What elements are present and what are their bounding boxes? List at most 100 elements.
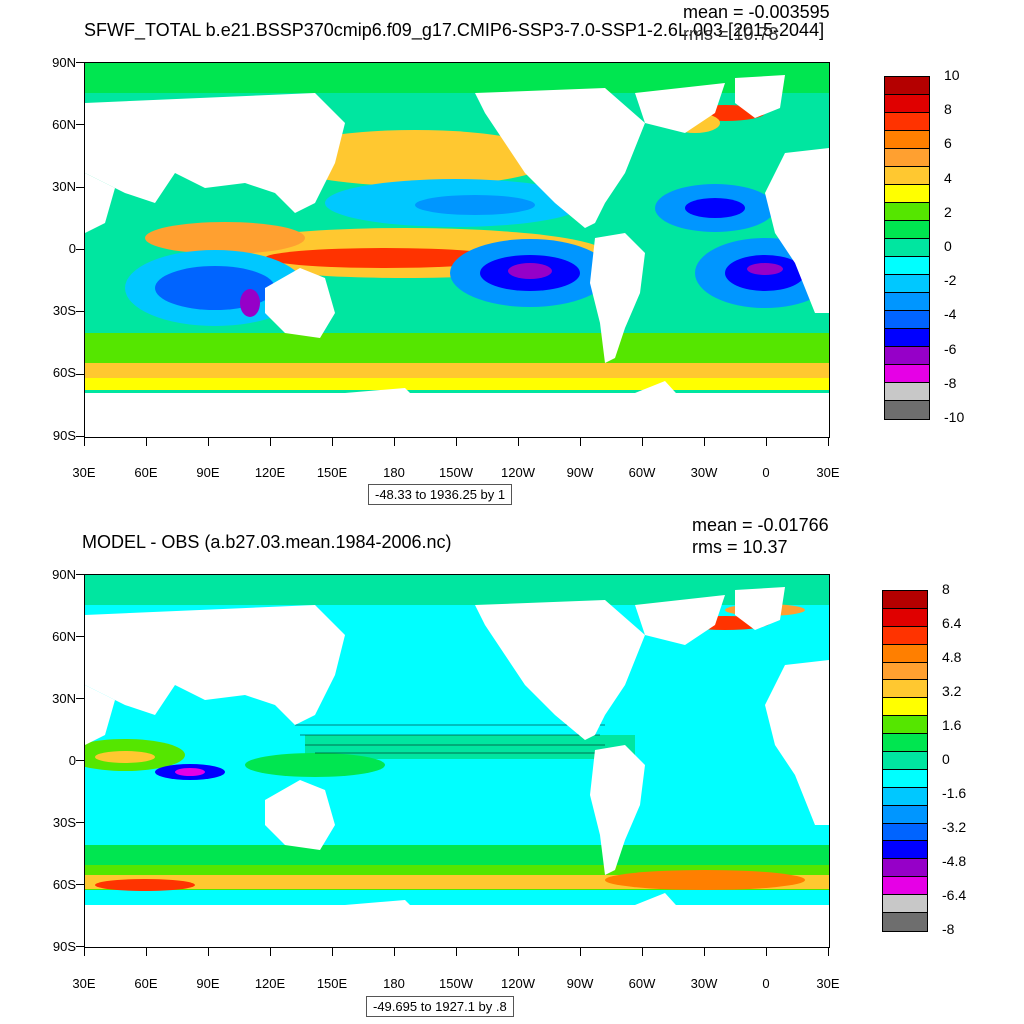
colorbar-label: 0 bbox=[944, 238, 952, 254]
lon-tick bbox=[208, 438, 209, 446]
lon-label: 150E bbox=[316, 465, 348, 480]
colorbar-swatch bbox=[885, 275, 929, 293]
lon-tick bbox=[146, 438, 147, 446]
lat-label: 90N bbox=[52, 567, 76, 582]
colorbar-swatch bbox=[883, 752, 927, 770]
colorbar-label: -4 bbox=[944, 306, 957, 323]
lat-tick bbox=[76, 636, 84, 637]
colorbar-label: 6 bbox=[944, 135, 952, 152]
colorbar-swatch bbox=[883, 877, 927, 896]
lon-tick bbox=[146, 948, 147, 956]
lon-tick bbox=[270, 438, 271, 446]
colorbar-label: 4 bbox=[944, 169, 952, 186]
top-panel-title: SFWF_TOTAL b.e21.BSSP370cmip6.f09_g17.CM… bbox=[84, 20, 825, 40]
lon-label: 60W bbox=[628, 976, 656, 991]
lon-label: 120E bbox=[254, 976, 286, 991]
lon-label: 30E bbox=[816, 976, 840, 991]
lat-tick bbox=[76, 698, 84, 699]
lat-label: 30N bbox=[52, 179, 76, 194]
colorbar-swatch bbox=[885, 167, 929, 185]
lat-label: 0 bbox=[68, 241, 76, 256]
colorbar-label: -3.2 bbox=[942, 819, 967, 835]
lat-tick bbox=[76, 822, 84, 823]
colorbar-swatch bbox=[885, 149, 929, 167]
land-masses bbox=[85, 587, 829, 947]
lat-label: 30S bbox=[52, 303, 76, 318]
colorbar-swatch bbox=[883, 662, 927, 681]
lon-tick bbox=[208, 948, 209, 956]
colorbar-swatch bbox=[883, 644, 927, 663]
lon-label: 120W bbox=[501, 976, 535, 991]
bottom-panel: MODEL - OBS (a.b27.03.mean.1984-2006.nc)… bbox=[0, 512, 1024, 1024]
bottom-map bbox=[84, 574, 830, 948]
colorbar-swatch bbox=[885, 401, 929, 419]
colorbar-swatch bbox=[883, 608, 927, 627]
colorbar-label: -4.8 bbox=[942, 853, 967, 869]
colorbar-label: -6 bbox=[944, 340, 957, 357]
top-range-box: -48.33 to 1936.25 by 1 bbox=[368, 484, 513, 505]
lat-label: 90S bbox=[52, 428, 76, 443]
top-colorbar bbox=[884, 76, 930, 420]
lon-label: 0 bbox=[762, 976, 770, 991]
lon-label: 90E bbox=[196, 976, 220, 991]
colorbar-swatch bbox=[885, 185, 929, 203]
lat-label: 60S bbox=[52, 365, 76, 380]
lon-tick bbox=[828, 438, 829, 446]
lat-tick bbox=[76, 186, 84, 188]
colorbar-label: 4.8 bbox=[942, 649, 962, 665]
lon-tick bbox=[84, 948, 85, 956]
top-map-canvas bbox=[85, 63, 829, 437]
colorbar-swatch bbox=[885, 95, 929, 113]
colorbar-swatch bbox=[885, 239, 929, 257]
colorbar-swatch bbox=[883, 716, 927, 735]
lon-label: 120E bbox=[254, 465, 286, 480]
lon-tick bbox=[766, 948, 767, 956]
colorbar-swatch bbox=[885, 383, 929, 401]
colorbar-swatch bbox=[883, 626, 927, 645]
lat-label: 90S bbox=[52, 939, 76, 954]
lon-tick bbox=[642, 948, 643, 956]
colorbar-swatch bbox=[883, 841, 927, 860]
colorbar-swatch bbox=[883, 823, 927, 842]
lon-tick bbox=[270, 948, 271, 956]
lon-label: 180 bbox=[383, 976, 405, 991]
lon-tick bbox=[456, 438, 457, 446]
top-map bbox=[84, 62, 830, 438]
lat-label: 30N bbox=[52, 691, 76, 706]
colorbar-swatch bbox=[883, 591, 927, 609]
bottom-rms-stat: rms = 10.37 bbox=[692, 537, 788, 557]
lon-tick bbox=[394, 438, 395, 446]
colorbar-label: -10 bbox=[944, 409, 965, 425]
bottom-colorbar bbox=[882, 590, 928, 932]
colorbar-label: 8 bbox=[942, 581, 950, 597]
colorbar-label: -6.4 bbox=[942, 887, 967, 903]
top-rms-stat: rms = 10.78 bbox=[683, 24, 779, 44]
lat-tick bbox=[76, 249, 84, 250]
colorbar-swatch bbox=[885, 131, 929, 149]
colorbar-label: 2 bbox=[944, 203, 952, 220]
lon-tick bbox=[332, 948, 333, 956]
lon-label: 90W bbox=[566, 465, 594, 480]
lon-label: 30W bbox=[690, 976, 718, 991]
colorbar-swatch bbox=[883, 734, 927, 753]
colorbar-label: 8 bbox=[944, 101, 952, 118]
lon-tick bbox=[580, 948, 581, 956]
lat-tick bbox=[76, 311, 84, 313]
lon-label: 30E bbox=[816, 465, 840, 480]
lon-tick bbox=[456, 948, 457, 956]
colorbar-swatch bbox=[883, 787, 927, 806]
lon-label: 60E bbox=[134, 976, 158, 991]
lat-tick bbox=[76, 62, 84, 63]
colorbar-swatch bbox=[885, 257, 929, 275]
colorbar-swatch bbox=[885, 365, 929, 383]
lon-tick bbox=[704, 948, 705, 956]
lon-label: 150E bbox=[316, 976, 348, 991]
lon-label: 90E bbox=[196, 465, 220, 480]
colorbar-swatch bbox=[885, 113, 929, 131]
lat-label: 60S bbox=[52, 877, 76, 892]
colorbar-label: -8 bbox=[944, 374, 957, 391]
lat-tick bbox=[76, 574, 84, 575]
colorbar-swatch bbox=[885, 311, 929, 329]
lon-tick bbox=[580, 438, 581, 446]
lat-tick bbox=[76, 124, 84, 126]
